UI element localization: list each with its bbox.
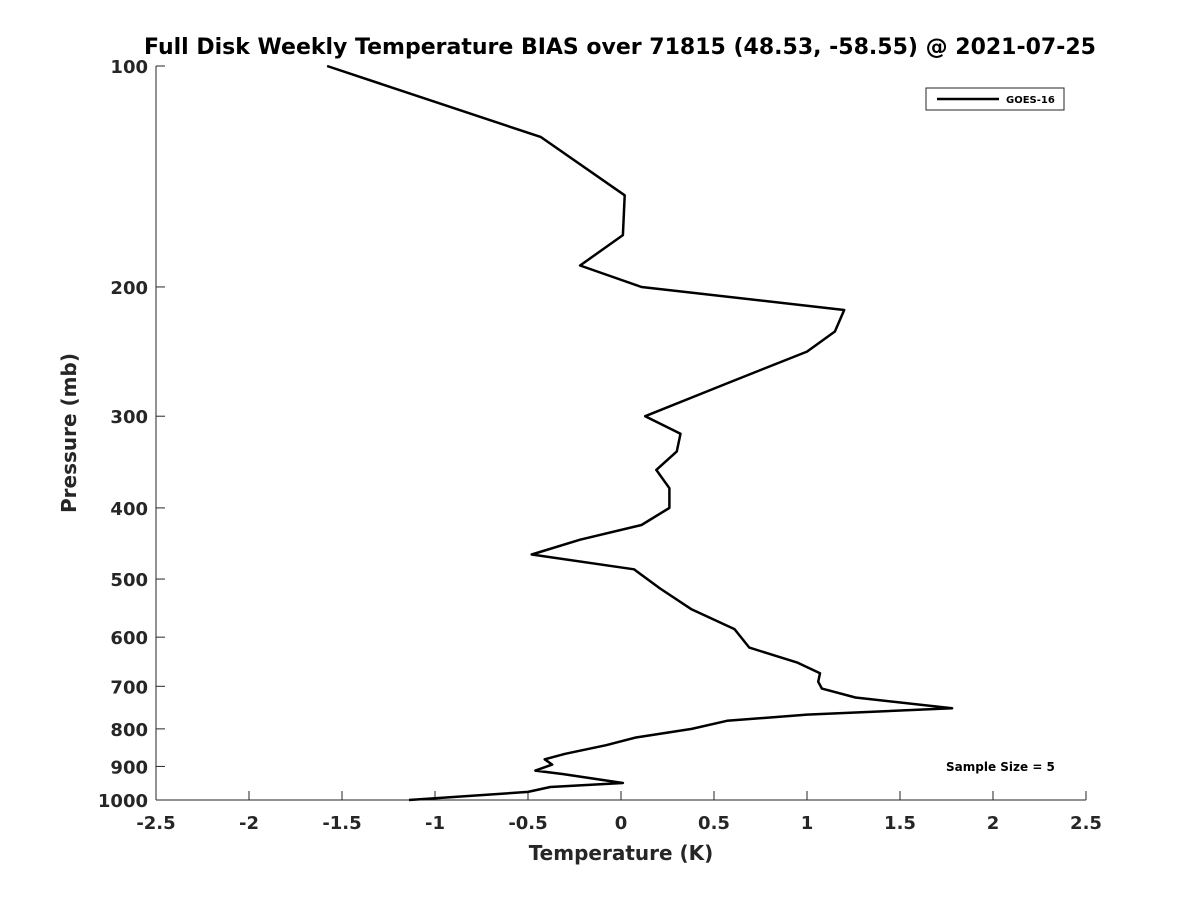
x-tick-label: 0	[615, 813, 628, 834]
y-axis-label: Pressure (mb)	[57, 353, 81, 513]
y-tick-label: 700	[110, 677, 148, 698]
chart-title: Full Disk Weekly Temperature BIAS over 7…	[144, 35, 1096, 60]
y-tick-label: 400	[110, 499, 148, 520]
x-tick-label: -1.5	[322, 813, 361, 834]
y-axis-ticks: 100 200 300 400 500 600 700 800 900 1000	[98, 57, 165, 812]
y-tick-label: 900	[110, 757, 148, 778]
x-tick-label: -0.5	[508, 813, 547, 834]
x-tick-label: 0.5	[698, 813, 730, 834]
x-tick-label: 1.5	[884, 813, 916, 834]
legend: GOES-16	[925, 87, 1065, 111]
plot-area	[156, 66, 1086, 800]
legend-label: GOES-16	[1006, 95, 1055, 106]
x-tick-label: -1	[425, 813, 445, 834]
y-tick-label: 800	[110, 720, 148, 741]
x-tick-label: 2	[987, 813, 1000, 834]
y-tick-label: 500	[110, 570, 148, 591]
x-tick-label: 1	[801, 813, 814, 834]
y-tick-label: 600	[110, 628, 148, 649]
series-line-goes-16	[326, 64, 954, 802]
y-tick-label: 1000	[98, 791, 148, 812]
y-tick-label: 200	[110, 278, 148, 299]
sample-size-annotation: Sample Size = 5	[946, 760, 1055, 774]
y-tick-label: 300	[110, 407, 148, 428]
x-tick-label: 2.5	[1070, 813, 1102, 834]
x-axis-ticks: -2.5 -2 -1.5 -1 -0.5 0 0.5 1 1.5 2 2.5	[136, 791, 1102, 834]
x-tick-label: -2.5	[136, 813, 175, 834]
x-tick-label: -2	[239, 813, 259, 834]
y-tick-label: 100	[110, 57, 148, 78]
x-axis-label: Temperature (K)	[529, 841, 714, 865]
